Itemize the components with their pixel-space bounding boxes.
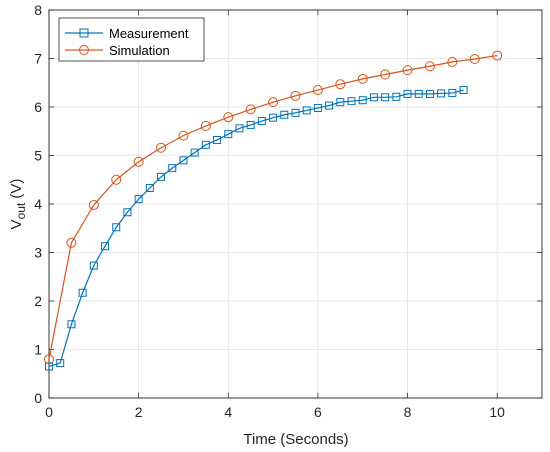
data-point-simulation	[380, 69, 391, 80]
x-tick-label: 10	[489, 404, 505, 420]
data-point-measurement	[414, 89, 423, 98]
y-tick-label: 7	[34, 51, 42, 67]
series-measurement	[45, 86, 468, 371]
data-point-measurement	[56, 359, 65, 368]
data-point-measurement	[145, 183, 154, 192]
series-line-measurement	[48, 89, 464, 368]
data-point-simulation	[88, 199, 99, 210]
series-line-simulation	[48, 54, 498, 360]
axes	[48, 9, 543, 399]
data-point-simulation	[223, 112, 234, 123]
data-point-measurement	[190, 148, 199, 157]
data-point-measurement	[45, 362, 53, 371]
data-point-simulation	[178, 130, 189, 141]
data-point-simulation	[290, 90, 301, 101]
y-axis-label-subscript: out	[14, 202, 28, 219]
y-tick-label: 8	[34, 2, 42, 18]
data-point-measurement	[381, 93, 390, 102]
data-point-simulation	[312, 85, 323, 96]
data-point-simulation	[357, 73, 368, 84]
x-tick-label: 4	[224, 404, 232, 420]
data-point-simulation	[200, 120, 211, 131]
x-tick-label: 6	[314, 404, 322, 420]
plot-area-border	[48, 9, 543, 399]
legend: Measurement Simulation	[58, 17, 205, 62]
data-point-measurement	[280, 110, 289, 119]
data-point-measurement	[425, 89, 434, 98]
y-axis-label: Vout (V)	[8, 179, 28, 230]
data-point-measurement	[224, 130, 233, 139]
data-point-measurement	[392, 92, 401, 101]
data-point-measurement	[246, 120, 255, 129]
grid-lines	[48, 9, 542, 399]
data-point-measurement	[403, 89, 412, 98]
data-point-simulation	[335, 79, 346, 90]
y-axis-label-main: V	[8, 219, 25, 229]
data-point-measurement	[369, 93, 378, 102]
data-point-simulation	[492, 50, 503, 61]
x-tick-label: 0	[45, 404, 53, 420]
legend-entry-simulation: Simulation	[65, 43, 170, 58]
data-point-measurement	[78, 288, 87, 297]
legend-square-marker	[79, 28, 89, 38]
data-point-measurement	[112, 223, 121, 232]
y-tick-label: 0	[34, 390, 42, 406]
data-point-measurement	[257, 117, 266, 126]
data-point-simulation	[156, 142, 167, 153]
series-layer	[44, 50, 503, 371]
data-point-measurement	[235, 124, 244, 133]
data-point-simulation	[44, 354, 54, 365]
data-point-measurement	[157, 172, 166, 181]
data-point-measurement	[67, 320, 76, 329]
y-tick-label: 5	[34, 148, 42, 164]
data-point-measurement	[325, 101, 334, 110]
data-point-measurement	[336, 98, 345, 107]
data-point-measurement	[269, 113, 278, 122]
data-point-measurement	[89, 261, 98, 270]
y-tick-label: 2	[34, 293, 42, 309]
y-tick-label: 1	[34, 342, 42, 358]
data-point-measurement	[168, 164, 177, 173]
legend-entry-measurement: Measurement	[65, 26, 189, 41]
data-point-simulation	[66, 237, 77, 248]
data-point-simulation	[268, 97, 279, 108]
y-tick-label: 3	[34, 245, 42, 261]
data-point-simulation	[424, 61, 435, 72]
data-point-measurement	[201, 140, 210, 149]
data-point-simulation	[133, 156, 144, 167]
data-point-measurement	[123, 208, 132, 217]
x-tick-label: 2	[135, 404, 143, 420]
data-point-measurement	[291, 108, 300, 117]
data-point-simulation	[245, 104, 256, 115]
y-tick-label: 6	[34, 99, 42, 115]
data-point-simulation	[469, 53, 480, 64]
series-simulation	[44, 50, 503, 365]
data-point-measurement	[358, 96, 367, 105]
data-point-measurement	[437, 89, 446, 98]
data-point-measurement	[101, 242, 110, 251]
data-point-measurement	[302, 106, 311, 115]
data-point-measurement	[347, 97, 356, 106]
legend-box	[58, 17, 205, 62]
data-point-measurement	[134, 195, 143, 204]
y-axis-label-unit: (V)	[8, 179, 25, 203]
legend-label-measurement: Measurement	[109, 26, 189, 41]
data-point-measurement	[179, 156, 188, 165]
legend-circle-marker	[79, 45, 89, 55]
x-tick-label: 8	[404, 404, 412, 420]
data-point-measurement	[448, 88, 457, 97]
y-tick-label: 4	[34, 196, 42, 212]
data-point-simulation	[447, 56, 458, 67]
data-point-measurement	[213, 135, 222, 144]
data-point-measurement	[459, 86, 468, 95]
x-axis-label: Time (Seconds)	[243, 431, 348, 448]
data-point-simulation	[402, 65, 413, 76]
data-point-simulation	[111, 174, 122, 185]
tick-labels: 0 2 4 6 8 10 0 1 2 3 4 5 6 7 8	[34, 2, 505, 420]
legend-label-simulation: Simulation	[109, 43, 170, 58]
data-point-measurement	[313, 103, 322, 112]
